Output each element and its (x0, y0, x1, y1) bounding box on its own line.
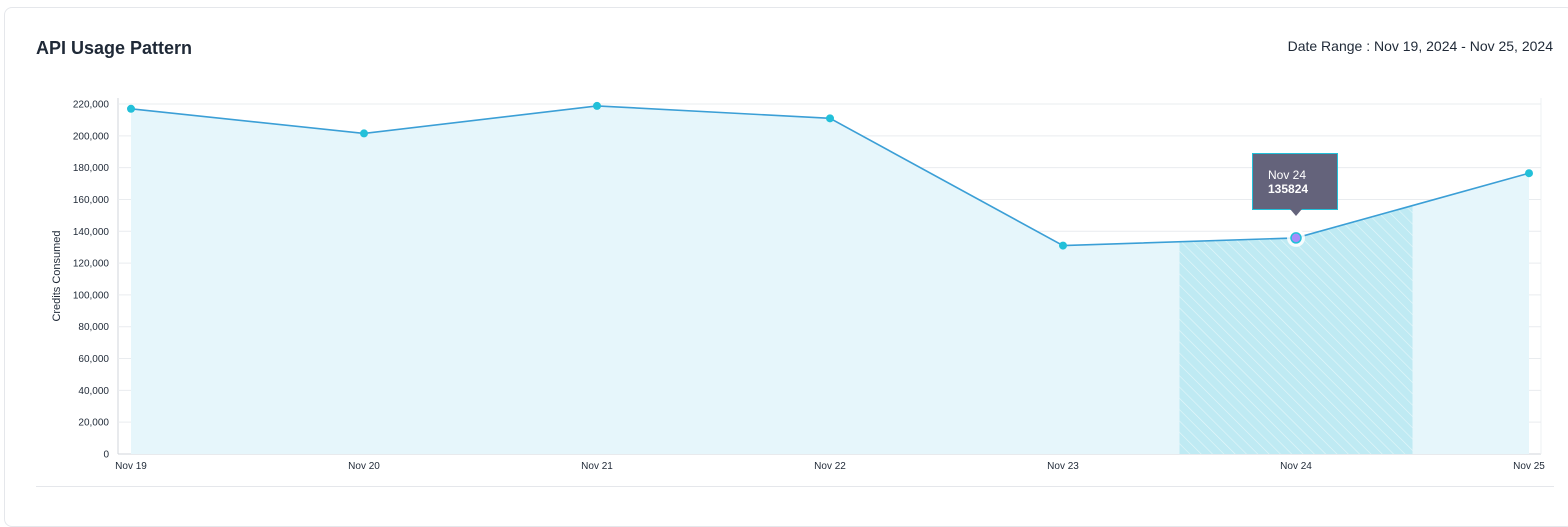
x-tick-label: Nov 20 (348, 461, 380, 472)
data-point (360, 129, 368, 138)
y-tick-label: 20,000 (78, 418, 109, 429)
data-point (1059, 241, 1067, 250)
x-tick-label: Nov 24 (1280, 461, 1312, 472)
tooltip-value: 135824 (1268, 182, 1309, 196)
y-tick-label: 100,000 (73, 290, 110, 301)
tooltip-arrow (1290, 209, 1302, 216)
y-tick-label: 220,000 (73, 100, 110, 111)
chart-tooltip: Nov 24 135824 (1252, 153, 1338, 210)
y-tick-label: 120,000 (73, 259, 110, 270)
data-point (593, 101, 601, 110)
date-range-label: Date Range : Nov 19, 2024 - Nov 25, 2024 (1287, 38, 1553, 54)
y-tick-label: 60,000 (78, 354, 109, 365)
tooltip-label: Nov 24 (1268, 168, 1307, 182)
x-tick-label: Nov 19 (115, 461, 147, 472)
y-tick-label: 160,000 (73, 195, 110, 206)
data-point (1525, 169, 1533, 178)
chart-title: API Usage Pattern (36, 38, 193, 58)
x-tick-label: Nov 22 (814, 461, 846, 472)
y-tick-label: 0 (103, 450, 109, 461)
data-point-hovered (1290, 232, 1302, 244)
y-tick-label: 180,000 (73, 163, 110, 174)
x-tick-label: Nov 23 (1047, 461, 1079, 472)
y-axis-title: Credits Consumed (51, 230, 63, 321)
y-tick-label: 80,000 (78, 322, 109, 333)
usage-chart: 0 20,000 40,000 60,000 80,000 100,000 120,000 1… (51, 98, 1545, 472)
y-tick-label: 140,000 (73, 227, 110, 238)
data-point (826, 114, 834, 123)
y-tick-label: 40,000 (78, 386, 109, 397)
x-tick-label: Nov 21 (581, 461, 613, 472)
x-tick-label: Nov 25 (1513, 461, 1545, 472)
chart-bottom-border (36, 486, 1554, 487)
data-point (127, 104, 135, 113)
hover-highlight-band (1179, 105, 1413, 454)
y-tick-label: 200,000 (73, 131, 110, 142)
